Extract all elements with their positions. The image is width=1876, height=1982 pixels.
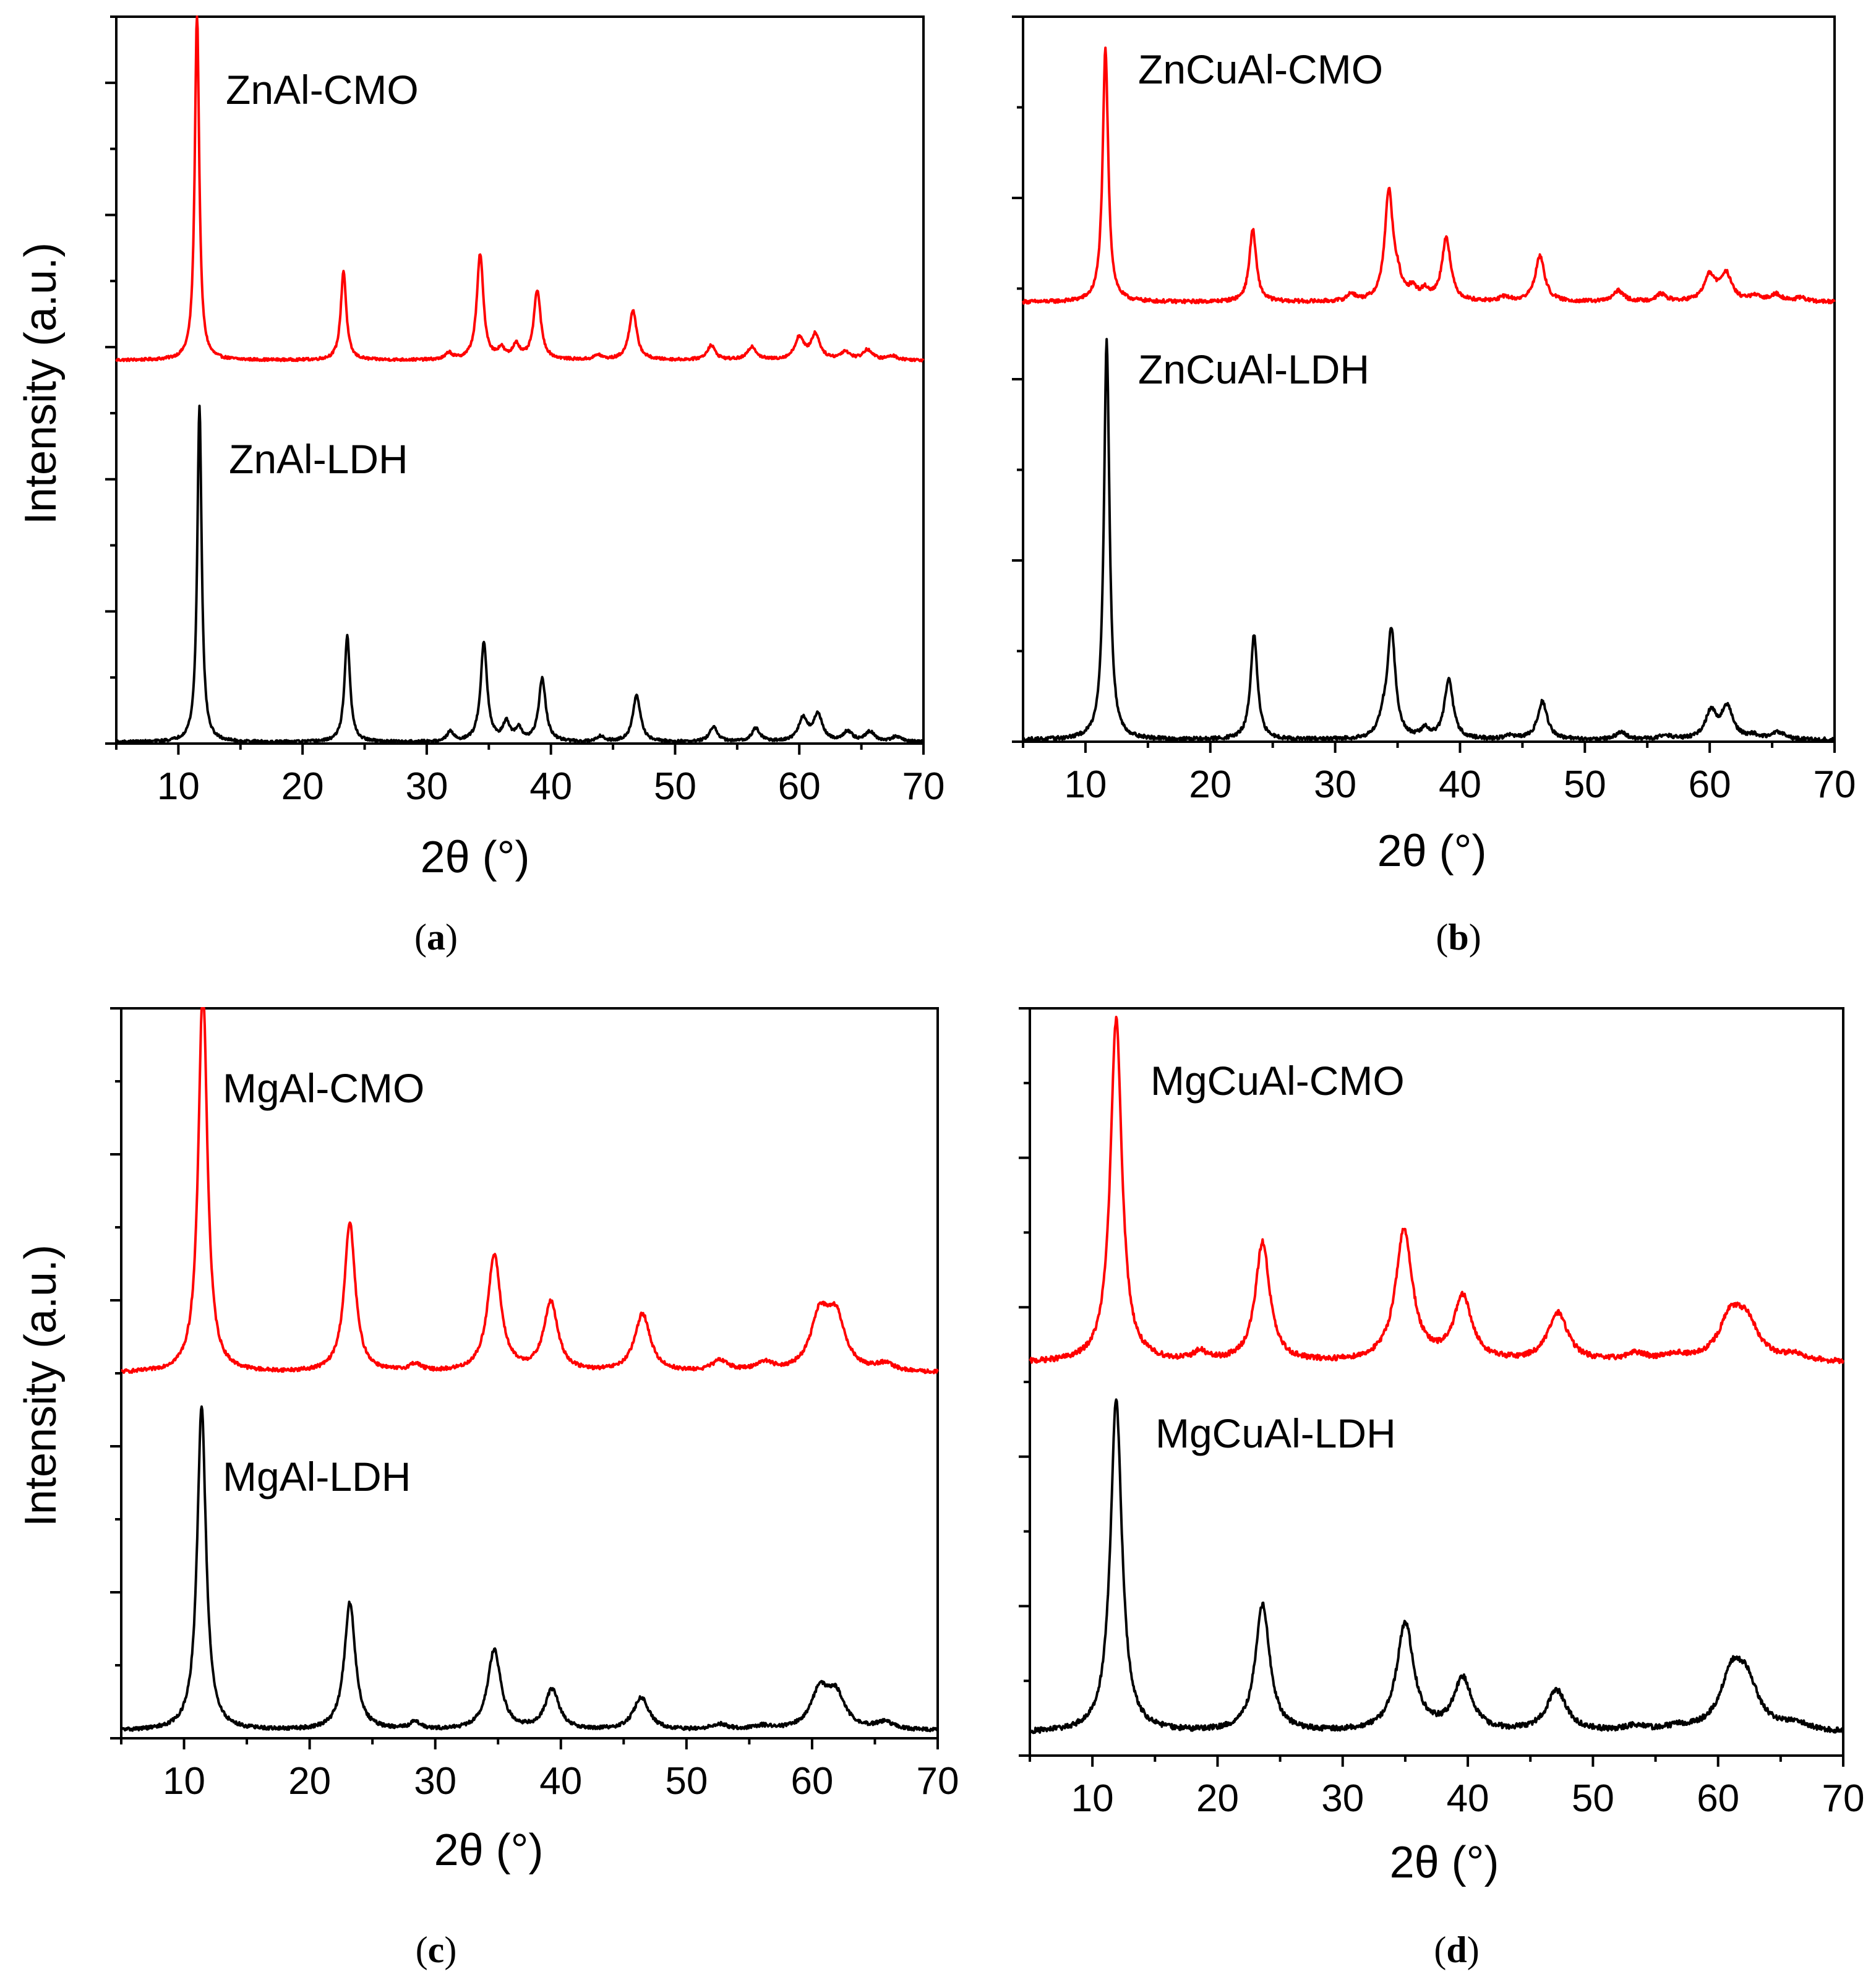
x-tick-label: 60: [778, 765, 821, 808]
x-tick-label: 30: [405, 765, 448, 808]
x-tick-label: 50: [1564, 763, 1606, 806]
y-axis-label: Intensity (a.u.): [16, 242, 66, 525]
plot-frame: [120, 1007, 939, 1740]
x-tick-label: 70: [1814, 763, 1856, 806]
x-tick-label: 50: [665, 1760, 708, 1803]
x-tick-label: 20: [1189, 763, 1231, 806]
mg-cu-al-ldh-trace: [1029, 1398, 1844, 1735]
series-label-bottom: ZnCuAl-LDH: [1138, 346, 1369, 392]
x-tick-label: 40: [529, 765, 572, 808]
axis-ticks: 10 20 30 40 50 60 70: [1019, 1007, 1865, 1820]
x-tick-label: 30: [1321, 1777, 1364, 1820]
axis-ticks: 10 20 30 40 50 60 70: [105, 15, 945, 808]
x-tick-label: 70: [902, 765, 945, 808]
caption-letter: d: [1446, 1929, 1467, 1970]
caption-letter: c: [428, 1929, 445, 1970]
x-axis-label: 2θ (°): [434, 1825, 544, 1875]
x-axis-label: 2θ (°): [421, 833, 530, 882]
mg-cu-al-cmo-trace: [1029, 1016, 1844, 1365]
zn-cu-al-ldh-trace: [1022, 338, 1836, 743]
x-tick-label: 10: [157, 765, 200, 808]
x-tick-label: 60: [790, 1760, 833, 1803]
plot-frame: [1029, 1007, 1844, 1757]
zn-cu-al-cmo-trace: [1022, 46, 1836, 305]
x-tick-label: 10: [1071, 1777, 1114, 1820]
plot-frame: [115, 15, 925, 745]
series-label-top: ZnAl-CMO: [226, 67, 419, 113]
panel-a: 10 20 30 40 50 60 70 ZnAl-CMO ZnAl-LDH 2θ (°) …: [16, 15, 945, 958]
zn-al-cmo-trace: [115, 15, 925, 363]
x-axis-label: 2θ (°): [1390, 1838, 1499, 1887]
x-tick-label: 30: [414, 1760, 456, 1803]
x-tick-label: 50: [1572, 1777, 1614, 1820]
series-label-top: MgCuAl-CMO: [1150, 1058, 1405, 1104]
mg-al-cmo-trace: [121, 1007, 939, 1375]
x-tick-label: 20: [1196, 1777, 1239, 1820]
x-tick-label: 60: [1689, 763, 1731, 806]
series-label-top: MgAl-CMO: [223, 1065, 424, 1111]
x-tick-label: 10: [1064, 763, 1107, 806]
x-tick-label: 40: [1439, 763, 1481, 806]
series-label-bottom: ZnAl-LDH: [229, 436, 408, 482]
x-tick-label: 50: [654, 765, 696, 808]
x-tick-label: 10: [163, 1760, 205, 1803]
x-axis-label: 2θ (°): [1377, 826, 1487, 876]
panel-d: 10 20 30 40 50 60 70 MgCuAl-CMO MgCuAl-LDH 2θ …: [1019, 1007, 1865, 1970]
panel-caption: (a): [414, 917, 458, 958]
caption-letter: b: [1448, 917, 1468, 958]
mg-al-ldh-trace: [120, 1405, 939, 1733]
x-tick-label: 40: [539, 1760, 582, 1803]
caption-letter: a: [427, 917, 445, 958]
x-tick-label: 20: [281, 765, 324, 808]
axis-ticks: 10 20 30 40 50 60 70: [110, 1007, 959, 1803]
axis-ticks: 10 20 30 40 50 60 70: [1012, 15, 1856, 806]
zn-al-ldh-trace: [115, 405, 925, 745]
x-tick-label: 70: [917, 1760, 959, 1803]
series-label-bottom: MgAl-LDH: [223, 1454, 411, 1499]
panel-c: 10 20 30 40 50 60 70 MgAl-CMO MgAl-LDH 2θ (°) …: [16, 1007, 959, 1970]
x-tick-label: 60: [1697, 1777, 1739, 1820]
series-label-top: ZnCuAl-CMO: [1138, 46, 1383, 92]
panel-caption: (d): [1434, 1929, 1479, 1970]
panel-b: 10 20 30 40 50 60 70 ZnCuAl-CMO ZnCuAl-LDH 2θ …: [1012, 15, 1856, 958]
y-axis-label: Intensity (a.u.): [16, 1245, 66, 1527]
x-tick-label: 40: [1447, 1777, 1489, 1820]
x-tick-label: 70: [1822, 1777, 1865, 1820]
series-label-bottom: MgCuAl-LDH: [1155, 1410, 1396, 1456]
x-tick-label: 20: [288, 1760, 331, 1803]
panel-caption: (c): [416, 1929, 457, 1970]
x-tick-label: 30: [1314, 763, 1356, 806]
panel-caption: (b): [1436, 917, 1481, 958]
